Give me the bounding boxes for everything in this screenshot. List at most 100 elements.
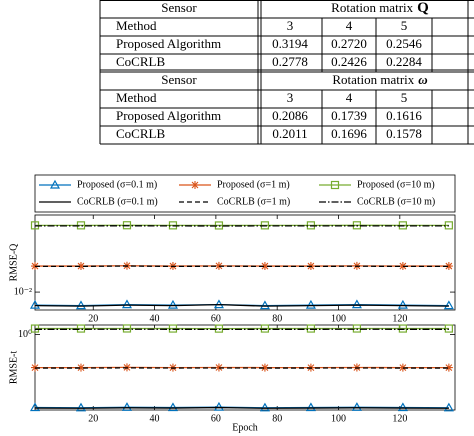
y-axis-label: RMSE-Q: [8, 243, 19, 282]
marker: [214, 324, 224, 333]
marker: [443, 300, 454, 310]
legend-label: CoCRLB (σ=1 m): [217, 196, 290, 207]
table-subheader: 5: [401, 90, 408, 105]
table-subheader: 4: [346, 90, 353, 105]
marker: [444, 324, 453, 333]
table-header: Sensor: [161, 0, 197, 15]
marker: [398, 262, 407, 271]
table-subheader: Method: [116, 90, 157, 105]
marker: [75, 402, 87, 412]
table-cell: CoCRLB: [116, 126, 165, 141]
marker: [214, 261, 223, 270]
marker: [29, 299, 41, 309]
marker: [259, 300, 270, 310]
table-cell: 0.1696: [331, 126, 367, 141]
table-subheader: 3: [287, 90, 294, 105]
table-subheader: Method: [116, 18, 157, 33]
table-subheader: 5: [401, 18, 408, 33]
marker: [76, 324, 86, 333]
table-cell: 0.2720: [331, 36, 367, 51]
table-cell: 0.1739: [331, 108, 367, 123]
table-cell: 0.2426: [331, 54, 367, 69]
table-header: Rotation matrix Q: [331, 0, 429, 16]
marker: [191, 181, 199, 189]
y-tick-label: 10⁰: [18, 329, 32, 340]
marker: [330, 180, 340, 190]
x-tick-label: 100: [331, 313, 346, 324]
x-axis-label: Epoch: [232, 422, 258, 433]
marker: [75, 300, 87, 310]
marker: [444, 363, 453, 372]
x-tick-label: 40: [150, 413, 160, 424]
table-header: Sensor: [161, 72, 197, 87]
marker: [122, 324, 132, 333]
x-tick-label: 40: [150, 313, 160, 324]
marker: [29, 402, 41, 412]
table-cell: 0.1616: [386, 108, 422, 123]
x-tick-label: 60: [211, 313, 221, 324]
marker: [306, 324, 316, 333]
table-cell: Proposed Algorithm: [116, 36, 221, 51]
marker: [49, 179, 61, 189]
marker: [167, 402, 178, 412]
x-tick-label: 120: [392, 413, 407, 424]
table-cell: Proposed Algorithm: [116, 108, 221, 123]
header-symbol: Q: [417, 0, 429, 16]
legend-label: Proposed (σ=0.1 m): [77, 179, 157, 190]
series-line: [34, 303, 449, 307]
marker: [398, 324, 407, 333]
x-tick-label: 80: [272, 413, 282, 424]
table-cell: 0.2086: [272, 108, 308, 123]
marker: [305, 402, 316, 412]
marker: [121, 402, 133, 411]
table-subheader: 4: [346, 18, 353, 33]
legend-label: Proposed (σ=10 m): [357, 179, 435, 190]
x-tick-label: 80: [272, 313, 282, 324]
marker: [351, 299, 362, 309]
marker: [167, 299, 178, 309]
table-header: Rotation matrix ω: [332, 72, 427, 87]
marker: [168, 324, 178, 333]
table-subheader: 3: [287, 18, 294, 33]
marker: [352, 324, 361, 333]
legend-label: Proposed (σ=1 m): [217, 179, 290, 190]
marker: [213, 401, 224, 411]
marker: [397, 299, 408, 309]
y-axis-label: RMSE-t: [8, 351, 19, 385]
marker: [444, 262, 453, 271]
y-tick-label: 10⁻²: [14, 286, 32, 297]
marker: [397, 402, 408, 412]
marker: [351, 402, 362, 411]
table-cell: 0.1578: [386, 126, 422, 141]
marker: [259, 402, 270, 412]
x-tick-label: 20: [88, 413, 98, 424]
marker: [214, 363, 223, 372]
header-symbol: ω: [418, 72, 427, 87]
header-text: Rotation matrix: [331, 0, 413, 15]
marker: [260, 363, 269, 372]
x-tick-label: 60: [211, 413, 221, 424]
marker: [30, 324, 40, 333]
legend: [34, 174, 456, 213]
plot-area: [34, 214, 456, 311]
table-cell: 0.2011: [272, 126, 307, 141]
marker: [398, 363, 407, 372]
x-tick-label: 120: [392, 313, 407, 324]
legend-label: CoCRLB (σ=10 m): [357, 196, 435, 207]
marker: [76, 363, 85, 372]
marker: [305, 299, 316, 309]
table-cell: 0.2778: [272, 54, 308, 69]
marker: [121, 299, 133, 309]
header-text: Rotation matrix: [332, 72, 414, 87]
table-cell: 0.2546: [386, 36, 422, 51]
marker: [76, 262, 85, 271]
x-tick-label: 20: [88, 313, 98, 324]
table-cell: 0.3194: [272, 36, 308, 51]
legend-label: CoCRLB (σ=0.1 m): [77, 196, 158, 207]
series-line: [34, 406, 449, 409]
x-tick-label: 100: [331, 413, 346, 424]
table-cell: 0.2284: [386, 54, 422, 69]
table-cell: CoCRLB: [116, 54, 165, 69]
